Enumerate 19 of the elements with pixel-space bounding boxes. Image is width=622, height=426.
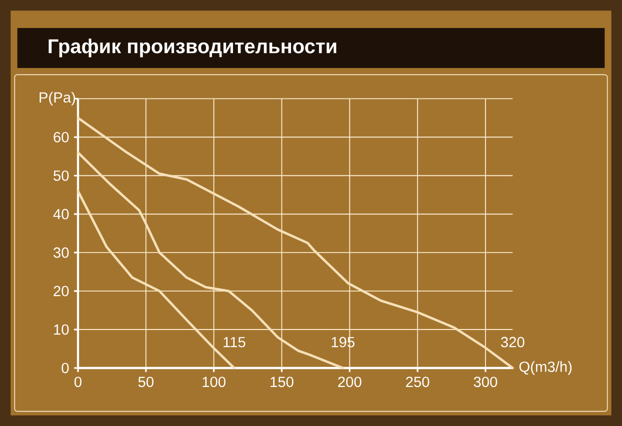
x-tick-label: 200 [338, 376, 362, 388]
x-tick-label: 0 [74, 376, 82, 388]
y-tick-label: 10 [54, 324, 69, 335]
annotation: 320 [500, 336, 524, 348]
x-tick-label: 100 [202, 376, 226, 388]
x-tick-label: 300 [474, 376, 498, 388]
x-tick-label: 250 [406, 376, 430, 388]
y-tick-label: 40 [53, 208, 69, 220]
x-tick-label: 50 [138, 376, 154, 388]
x-axis-title: Q(m3/h) [519, 361, 572, 375]
y-axis-title: P(Pa) [40, 92, 76, 106]
y-tick-label: 30 [54, 247, 69, 258]
annotation: 115 [224, 337, 246, 348]
chart-title: График производительности [48, 38, 336, 58]
x-tick-label: 150 [270, 376, 294, 388]
y-tick-label: 20 [54, 286, 69, 296]
y-tick-label: 60 [54, 132, 69, 142]
y-tick-label: 0 [62, 362, 69, 374]
y-tick-label: 50 [54, 170, 69, 181]
